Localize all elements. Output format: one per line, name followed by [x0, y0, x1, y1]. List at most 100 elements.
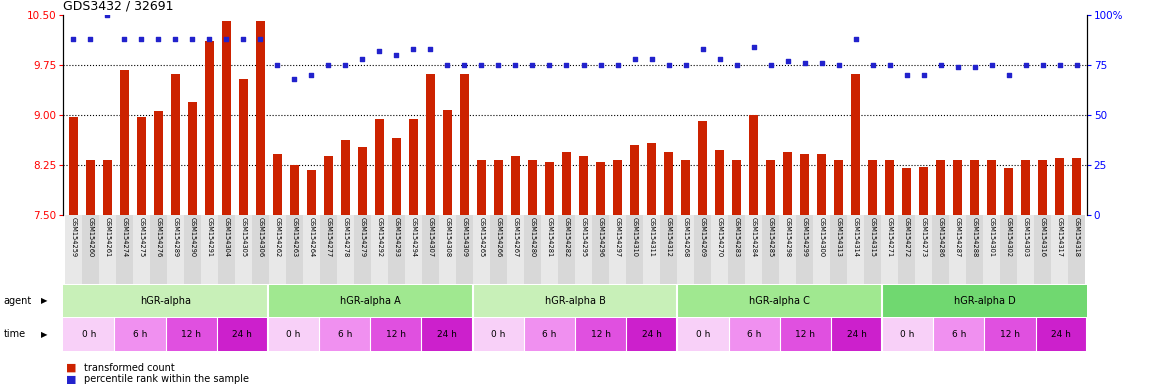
Bar — [154, 111, 163, 215]
Bar — [302, 215, 320, 284]
Bar — [1000, 215, 1017, 284]
Bar — [646, 143, 657, 215]
Text: 12 h: 12 h — [591, 330, 611, 339]
Text: GSM154274: GSM154274 — [122, 217, 128, 257]
Bar — [337, 215, 354, 284]
Point — [200, 36, 218, 42]
Point — [132, 36, 151, 42]
Bar — [64, 215, 82, 284]
Bar — [1068, 215, 1086, 284]
Text: GSM154279: GSM154279 — [360, 217, 366, 257]
Bar — [578, 156, 588, 215]
Bar — [813, 215, 830, 284]
Bar — [936, 161, 945, 215]
Text: 6 h: 6 h — [338, 330, 352, 339]
Bar — [507, 215, 524, 284]
Bar — [354, 215, 371, 284]
Bar — [610, 215, 626, 284]
Bar — [340, 141, 350, 215]
Bar — [966, 215, 983, 284]
Text: 0 h: 0 h — [286, 330, 301, 339]
Point — [659, 62, 677, 68]
Point — [1034, 62, 1052, 68]
Text: GSM154309: GSM154309 — [461, 217, 468, 257]
Bar — [493, 161, 504, 215]
Point — [405, 46, 423, 52]
Text: GSM154269: GSM154269 — [699, 217, 705, 257]
Text: GSM154262: GSM154262 — [275, 217, 281, 257]
Point — [235, 36, 253, 42]
Bar — [677, 318, 729, 351]
Bar — [222, 21, 231, 215]
Text: GSM154293: GSM154293 — [393, 217, 399, 257]
Bar — [511, 156, 520, 215]
Text: 24 h: 24 h — [1051, 330, 1071, 339]
Text: GSM154306: GSM154306 — [258, 217, 263, 257]
Text: GSM154271: GSM154271 — [887, 217, 892, 257]
Text: GSM154318: GSM154318 — [1074, 217, 1080, 257]
Text: 12 h: 12 h — [182, 330, 201, 339]
Bar — [99, 215, 116, 284]
Bar — [528, 161, 537, 215]
Text: 6 h: 6 h — [748, 330, 761, 339]
Point — [1050, 62, 1068, 68]
Text: GSM154261: GSM154261 — [105, 217, 110, 257]
Text: time: time — [3, 329, 25, 339]
Text: agent: agent — [3, 296, 32, 306]
Text: GSM154313: GSM154313 — [836, 217, 842, 257]
Text: GSM154317: GSM154317 — [1057, 217, 1063, 257]
Point — [914, 72, 933, 78]
Bar — [473, 318, 523, 351]
Bar — [677, 285, 882, 317]
Bar — [681, 161, 690, 215]
Bar — [524, 318, 575, 351]
Bar — [780, 318, 830, 351]
Text: GSM154314: GSM154314 — [852, 217, 859, 257]
Bar — [388, 215, 405, 284]
Text: GSM154265: GSM154265 — [478, 217, 484, 257]
Bar — [779, 215, 796, 284]
Bar — [630, 145, 639, 215]
Text: GSM154281: GSM154281 — [546, 217, 552, 257]
Text: 0 h: 0 h — [900, 330, 915, 339]
Bar — [166, 318, 216, 351]
Bar — [120, 70, 129, 215]
Text: GSM154295: GSM154295 — [581, 217, 586, 257]
Text: hGR-alpha D: hGR-alpha D — [953, 296, 1015, 306]
Point — [455, 62, 474, 68]
Bar — [596, 162, 605, 215]
Text: GSM154276: GSM154276 — [155, 217, 161, 257]
Text: GSM154266: GSM154266 — [496, 217, 501, 257]
Text: hGR-alpha B: hGR-alpha B — [545, 296, 605, 306]
Text: GSM154302: GSM154302 — [1005, 217, 1012, 257]
Point — [438, 62, 457, 68]
Text: GSM154297: GSM154297 — [614, 217, 621, 257]
Text: ■: ■ — [66, 363, 76, 373]
Bar — [1034, 215, 1051, 284]
Point — [64, 36, 83, 42]
Point — [167, 36, 185, 42]
Bar — [422, 318, 473, 351]
Bar — [133, 215, 150, 284]
Bar — [1021, 161, 1030, 215]
Bar — [201, 215, 218, 284]
Bar — [102, 161, 113, 215]
Point — [812, 60, 830, 66]
Text: 6 h: 6 h — [543, 330, 557, 339]
Text: 24 h: 24 h — [232, 330, 252, 339]
Text: transformed count: transformed count — [84, 363, 175, 373]
Bar — [63, 285, 268, 317]
Point — [540, 62, 559, 68]
Point — [115, 36, 133, 42]
Bar — [934, 318, 984, 351]
Bar — [762, 215, 779, 284]
Bar — [643, 215, 660, 284]
Text: GSM154286: GSM154286 — [937, 217, 943, 257]
Point — [897, 72, 915, 78]
Text: GSM154280: GSM154280 — [529, 217, 536, 257]
Bar — [82, 215, 99, 284]
Point — [320, 62, 338, 68]
Bar — [422, 215, 439, 284]
Bar — [268, 285, 473, 317]
Text: 0 h: 0 h — [696, 330, 711, 339]
